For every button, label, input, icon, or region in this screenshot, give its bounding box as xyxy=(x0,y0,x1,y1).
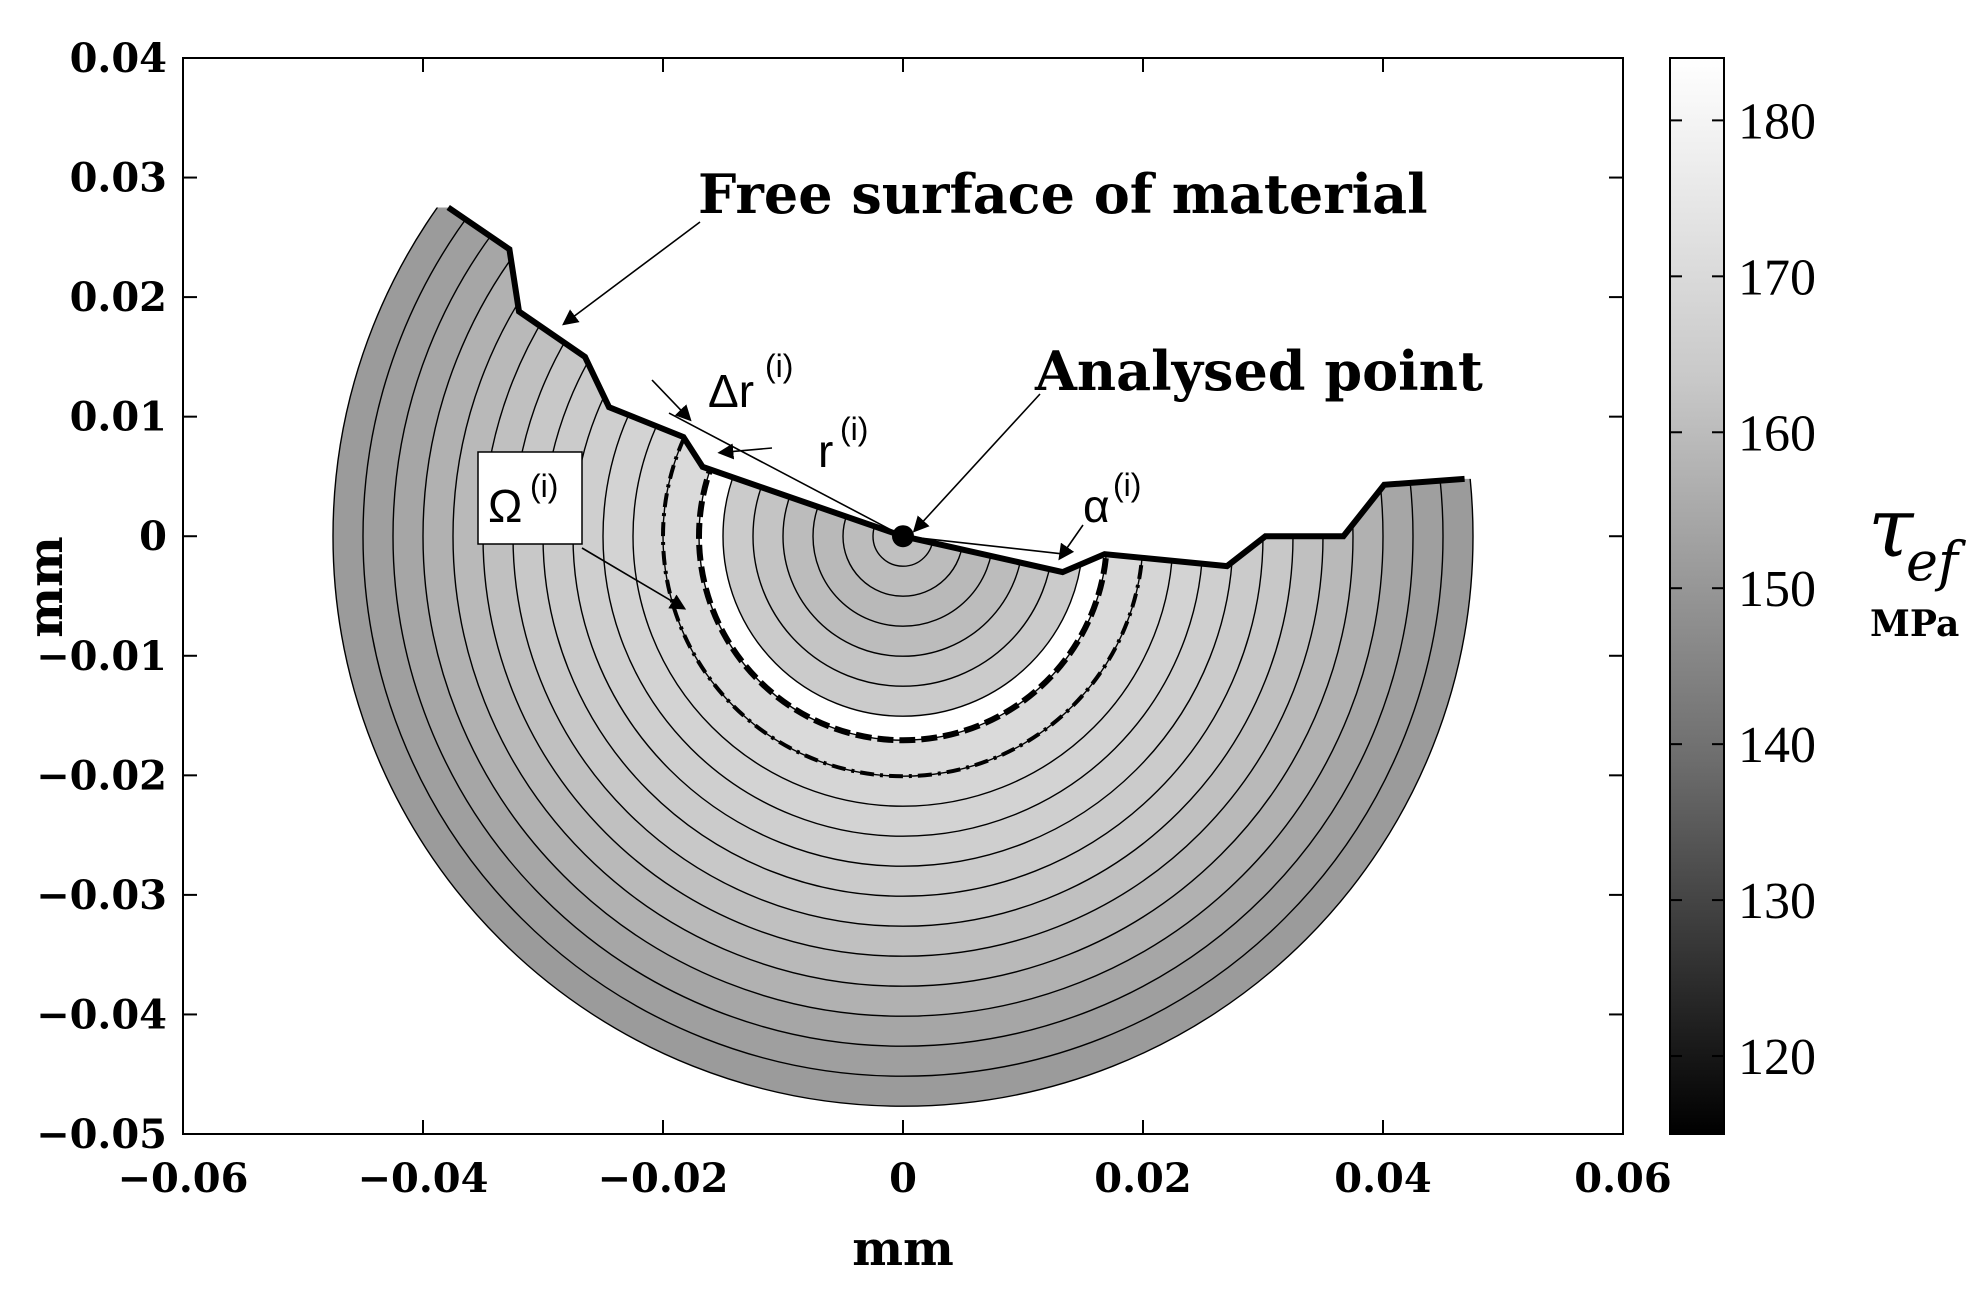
y-tick-label: 0 xyxy=(139,513,167,560)
analysed-point-label: Analysed point xyxy=(1034,339,1483,403)
svg-text:α: α xyxy=(1083,480,1110,532)
delta-r-label: Δr (i) xyxy=(708,348,793,417)
svg-text:r: r xyxy=(818,425,833,477)
colorbar-tick-label: 120 xyxy=(1738,1029,1816,1086)
svg-text:ef: ef xyxy=(1906,530,1966,593)
free-surface-label: Free surface of material xyxy=(698,162,1428,226)
y-axis-ticks: 0.04 0.03 0.02 0.01 0 −0.01 −0.02 −0.03 −0.04 −0.… xyxy=(36,35,1623,1158)
x-tick-label: 0.02 xyxy=(1094,1155,1191,1202)
y-tick-label: 0.04 xyxy=(70,35,167,82)
r-line xyxy=(668,412,904,537)
svg-text:(i): (i) xyxy=(1113,467,1141,503)
y-tick-label: −0.03 xyxy=(36,872,167,919)
alpha-arrow xyxy=(1058,524,1084,561)
colorbar-tick-label: 130 xyxy=(1738,873,1816,930)
analysed-point-marker xyxy=(892,525,914,548)
x-tick-label: 0.04 xyxy=(1334,1155,1431,1202)
y-tick-label: −0.05 xyxy=(36,1111,167,1158)
y-axis-label: mm xyxy=(18,536,74,638)
y-tick-label: −0.01 xyxy=(36,633,167,680)
alpha-label: α (i) xyxy=(1083,467,1141,532)
x-tick-label: 0 xyxy=(889,1155,917,1202)
y-tick-label: 0.03 xyxy=(70,155,167,202)
delta-r-arrow-inner xyxy=(717,443,773,460)
y-tick-label: 0.01 xyxy=(70,394,167,441)
y-tick-label: −0.02 xyxy=(36,752,167,799)
r-label: r (i) xyxy=(818,411,868,477)
x-axis-ticks: −0.06 −0.04 −0.02 0 0.02 0.04 0.06 xyxy=(118,58,1672,1202)
x-tick-label: 0.06 xyxy=(1574,1155,1671,1202)
colorbar-label: τ ef xyxy=(1868,481,1966,593)
alpha-line xyxy=(902,535,1066,555)
colorbar-tick-label: 180 xyxy=(1738,93,1816,150)
annotation-lines xyxy=(562,221,1084,610)
x-axis-label: mm xyxy=(852,1221,954,1277)
omega-label: Ω (i) xyxy=(477,451,583,545)
colorbar xyxy=(1669,57,1725,1135)
colorbar-tick-label: 160 xyxy=(1738,405,1816,462)
svg-text:(i): (i) xyxy=(840,411,868,447)
y-tick-label: 0.02 xyxy=(70,274,167,321)
colorbar-tick-label: 170 xyxy=(1738,249,1816,306)
colorbar-units: MPa xyxy=(1870,603,1959,645)
delta-r-arrow-outer xyxy=(651,379,692,422)
colorbar-tick-label: 150 xyxy=(1738,561,1816,618)
omega-arrow xyxy=(581,547,687,610)
y-tick-label: −0.04 xyxy=(36,991,167,1038)
svg-text:τ: τ xyxy=(1868,481,1915,576)
free-surface-arrow xyxy=(562,221,701,326)
svg-text:(i): (i) xyxy=(765,348,793,384)
svg-text:(i): (i) xyxy=(530,468,558,504)
x-tick-label: −0.06 xyxy=(118,1155,249,1202)
colorbar-ticks: 180 170 160 150 140 130 120 xyxy=(1670,93,1816,1086)
svg-text:Δr: Δr xyxy=(708,365,754,417)
x-tick-label: −0.02 xyxy=(598,1155,729,1202)
svg-text:Ω: Ω xyxy=(488,480,522,532)
colorbar-tick-label: 140 xyxy=(1738,717,1816,774)
x-tick-label: −0.04 xyxy=(358,1155,489,1202)
analysed-point-arrow xyxy=(912,393,1041,533)
